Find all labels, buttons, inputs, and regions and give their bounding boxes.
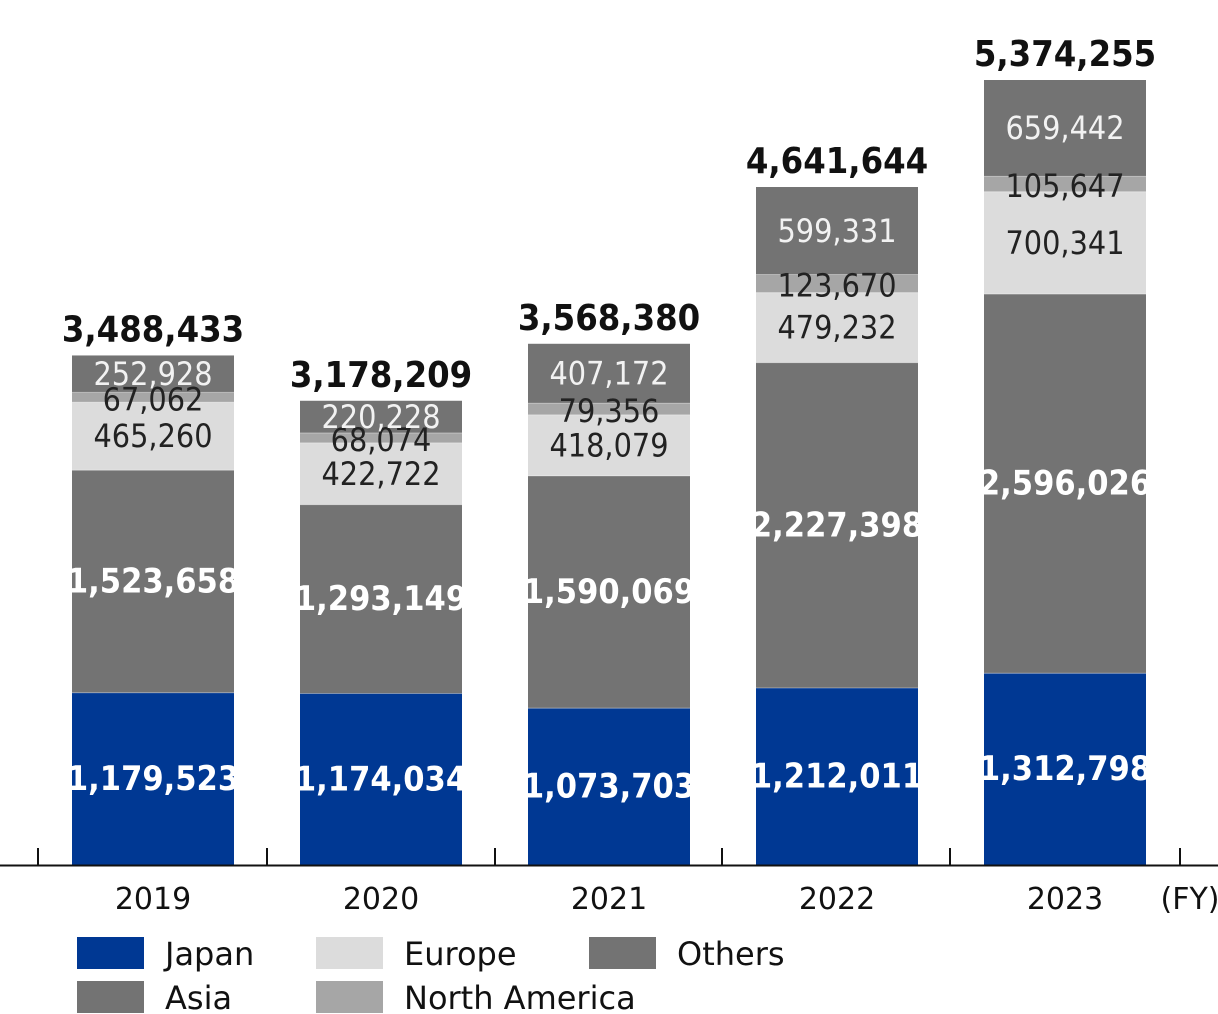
bar-segment-north-america-2021: [528, 403, 690, 415]
value-label-japan-2020: 1,174,034: [295, 759, 467, 799]
legend-swatch-japan: [77, 937, 144, 969]
bar-segment-others-2020: [300, 400, 462, 433]
bar-segment-japan-2021: [528, 708, 690, 865]
x-tick-label-2019: 2019: [115, 882, 191, 917]
bar-segment-japan-2022: [756, 687, 918, 865]
bar-segment-asia-2021: [528, 475, 690, 709]
legend-label-north-america: North America: [404, 979, 636, 1014]
x-tick-label-2021: 2021: [571, 882, 647, 917]
total-label-2023: 5,374,255: [974, 34, 1156, 75]
value-label-north-america-2023: 105,647: [1005, 167, 1124, 205]
total-label-2020: 3,178,209: [290, 355, 472, 396]
legend-swatch-asia: [77, 981, 144, 1013]
value-label-others-2022: 599,331: [777, 212, 896, 250]
bar-segment-north-america-2020: [300, 432, 462, 443]
value-label-europe-2020: 422,722: [321, 455, 440, 493]
value-label-north-america-2021: 79,356: [559, 392, 660, 430]
value-label-others-2021: 407,172: [549, 355, 668, 393]
value-label-japan-2021: 1,073,703: [523, 767, 695, 807]
value-label-others-2020: 220,228: [321, 398, 440, 436]
total-label-2022: 4,641,644: [746, 141, 928, 182]
value-label-japan-2022: 1,212,011: [751, 756, 923, 796]
bar-segment-others-2019: [72, 355, 234, 393]
value-label-north-america-2019: 67,062: [103, 380, 204, 418]
bar-segment-asia-2019: [72, 470, 234, 693]
value-label-others-2019: 252,928: [93, 355, 212, 393]
legend-swatch-others: [589, 937, 656, 969]
x-tick-label-2023: 2023: [1027, 882, 1103, 917]
bar-segment-north-america-2019: [72, 392, 234, 403]
bar-segment-others-2022: [756, 187, 918, 275]
x-unit-label: (FY): [1161, 882, 1218, 917]
bar-segment-japan-2023: [984, 673, 1146, 865]
bar-segment-others-2023: [984, 80, 1146, 177]
value-label-japan-2019: 1,179,523: [67, 759, 239, 799]
legend: Japan Europe Others Asia North America: [77, 935, 785, 1014]
value-label-europe-2019: 465,260: [93, 417, 212, 455]
x-axis-labels: 2019 2020 2021 2022 2023: [115, 882, 1103, 917]
value-label-japan-2023: 1,312,798: [979, 749, 1151, 789]
value-label-asia-2023: 2,596,026: [979, 464, 1151, 504]
value-label-asia-2019: 1,523,658: [67, 561, 239, 601]
value-label-asia-2020: 1,293,149: [295, 579, 467, 619]
bar-segment-asia-2022: [756, 362, 918, 688]
value-label-europe-2022: 479,232: [777, 309, 896, 347]
bar-segment-europe-2019: [72, 402, 234, 471]
bars-layer: [72, 80, 1146, 865]
value-label-europe-2021: 418,079: [549, 426, 668, 464]
bar-segment-japan-2019: [72, 692, 234, 865]
legend-label-japan: Japan: [163, 935, 254, 973]
x-tick-label-2022: 2022: [799, 882, 875, 917]
value-label-asia-2022: 2,227,398: [751, 505, 923, 545]
bar-segment-europe-2023: [984, 191, 1146, 295]
legend-label-asia: Asia: [165, 979, 232, 1014]
bar-segment-europe-2021: [528, 414, 690, 476]
bar-segment-north-america-2022: [756, 274, 918, 293]
total-label-2021: 3,568,380: [518, 298, 700, 339]
legend-swatch-europe: [316, 937, 383, 969]
bar-segment-europe-2022: [756, 292, 918, 363]
value-label-asia-2021: 1,590,069: [523, 572, 695, 612]
legend-label-others: Others: [677, 935, 785, 973]
value-label-others-2023: 659,442: [1005, 109, 1124, 147]
totals-layer: 3,488,433 3,178,209 3,568,380 4,641,644 5,37…: [62, 34, 1156, 396]
value-label-north-america-2022: 123,670: [777, 267, 896, 305]
bar-segment-europe-2020: [300, 442, 462, 505]
bar-segment-north-america-2023: [984, 176, 1146, 192]
x-axis-ticks: [37, 848, 1181, 866]
legend-label-europe: Europe: [404, 935, 517, 973]
bar-segment-asia-2023: [984, 294, 1146, 674]
bar-segment-asia-2020: [300, 504, 462, 694]
bar-segment-others-2021: [528, 343, 690, 404]
value-label-north-america-2020: 68,074: [331, 421, 432, 459]
value-label-europe-2023: 700,341: [1005, 224, 1124, 262]
total-label-2019: 3,488,433: [62, 309, 244, 350]
bar-segment-japan-2020: [300, 693, 462, 865]
legend-swatch-north-america: [316, 981, 383, 1013]
x-tick-label-2020: 2020: [343, 882, 419, 917]
